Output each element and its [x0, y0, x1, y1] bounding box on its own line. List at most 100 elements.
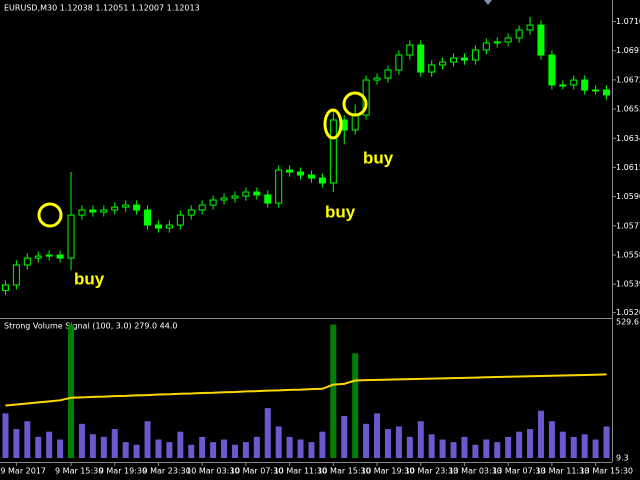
candle-body — [351, 114, 359, 131]
x-tick-label: 13 Mar 03:30 — [448, 467, 501, 476]
volume-bar — [275, 426, 282, 458]
candle-body — [56, 254, 64, 259]
volume-bar — [494, 442, 501, 458]
volume-bar — [2, 413, 9, 458]
volume-bar — [144, 421, 151, 458]
candle-body — [154, 224, 162, 229]
volume-bar — [100, 436, 107, 458]
annotation-circle — [323, 108, 343, 140]
volume-bar — [417, 421, 424, 458]
volume-bar — [166, 442, 173, 458]
candle-body — [12, 264, 20, 286]
candle-body — [264, 194, 272, 204]
candle-body — [559, 84, 567, 87]
candle-body — [384, 69, 392, 79]
candle-body — [450, 57, 458, 63]
candle-body — [329, 119, 337, 184]
volume-bar — [559, 431, 566, 458]
volume-bar — [57, 439, 64, 458]
candle-body — [548, 54, 556, 86]
candle-body — [406, 44, 414, 56]
volume-bar — [548, 421, 555, 458]
volume-bar — [133, 444, 140, 458]
volume-bar — [450, 442, 457, 458]
candle-body — [275, 169, 283, 204]
x-tick-label: 10 Mar 07:30 — [230, 467, 283, 476]
volume-bar — [581, 434, 588, 458]
x-tick-label: 9 Mar 23:30 — [142, 467, 190, 476]
volume-bar — [384, 429, 391, 458]
volume-bar — [13, 429, 20, 458]
volume-bar — [308, 442, 315, 458]
candle-body — [198, 204, 206, 211]
candle-body — [176, 214, 184, 226]
volume-bar — [221, 439, 228, 458]
y-tick-label: 1.06340 — [616, 134, 640, 143]
y-tick-label: 1.05580 — [616, 251, 640, 260]
candle-body — [286, 169, 294, 173]
y-tick-label: 1.06720 — [616, 75, 640, 84]
annotation: buy — [325, 202, 356, 221]
y-tick-label: 529.6 — [616, 318, 639, 327]
volume-bar — [592, 439, 599, 458]
x-tick-label: 13 Mar 11:30 — [536, 467, 589, 476]
x-tick-label: 10 Mar 11:30 — [274, 467, 327, 476]
volume-bar — [242, 442, 249, 458]
volume-bar — [35, 436, 42, 458]
candle-body — [592, 89, 600, 92]
x-tick-label: 9 Mar 15:30 — [55, 467, 103, 476]
volume-bar — [46, 431, 53, 458]
annotation: buy — [74, 269, 105, 288]
candle-body — [187, 209, 195, 216]
candle-body — [122, 204, 130, 208]
candle-body — [23, 257, 31, 266]
shift-marker — [484, 0, 492, 5]
volume-bar — [505, 436, 512, 458]
volume-bar — [374, 413, 381, 458]
volume-bar — [78, 423, 85, 458]
y-tick-label: 1.05390 — [616, 280, 640, 289]
candle-body — [504, 37, 512, 43]
candle-body — [570, 79, 578, 86]
volume-bar — [253, 436, 260, 458]
volume-bar — [319, 431, 326, 458]
candle-body — [471, 49, 479, 61]
volume-bar — [570, 436, 577, 458]
volume-bar — [297, 439, 304, 458]
candle-body — [428, 64, 436, 73]
candle-body — [493, 41, 501, 44]
volume-bar — [188, 444, 195, 458]
candle-body — [111, 206, 119, 211]
candle-body — [220, 197, 228, 201]
candle-body — [100, 209, 108, 213]
candle-body — [67, 214, 75, 259]
x-tick-label: 10 Mar 03:30 — [186, 467, 239, 476]
volume-bar — [439, 439, 446, 458]
signal-bar — [68, 324, 75, 458]
signal-bar — [330, 324, 337, 458]
volume-bar — [406, 436, 413, 458]
volume-bar — [428, 434, 435, 458]
candle-body — [45, 254, 53, 257]
volume-bar — [155, 439, 162, 458]
candle-body — [231, 195, 239, 199]
x-tick-label: 13 Mar 07:30 — [492, 467, 545, 476]
volume-bar — [111, 429, 118, 458]
volume-bar — [264, 408, 271, 458]
candle-body — [165, 224, 173, 229]
candle-body — [144, 209, 152, 226]
candle-body — [603, 89, 611, 96]
candle-body — [526, 24, 534, 31]
x-tick-label: 9 Mar 19:30 — [99, 467, 147, 476]
candle-body — [482, 42, 490, 51]
candle-body — [89, 209, 97, 213]
candle-body — [439, 61, 447, 66]
volume-bar — [89, 434, 96, 458]
candle-body — [242, 191, 250, 197]
candle-body — [373, 77, 381, 81]
signal-bar — [352, 353, 359, 458]
volume-bar — [395, 426, 402, 458]
candle-body — [78, 209, 86, 216]
